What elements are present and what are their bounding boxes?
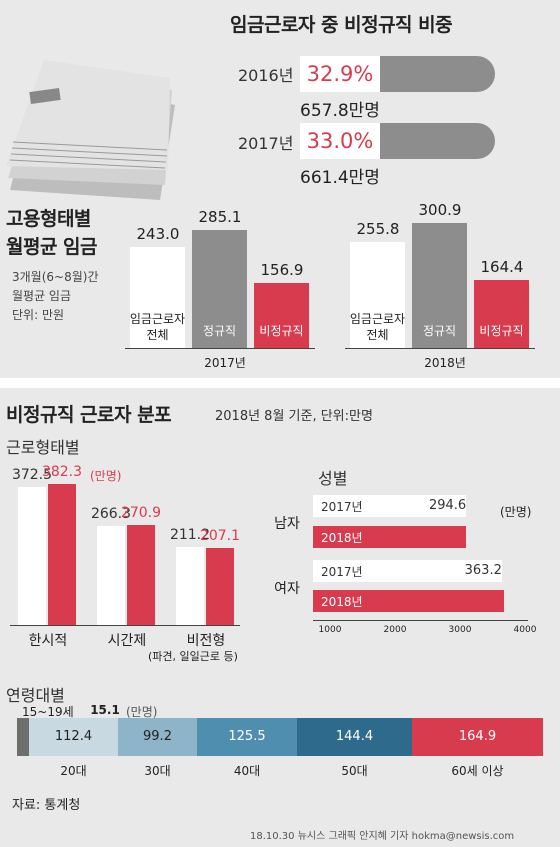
work-value: 207.1 <box>199 528 241 545</box>
bottom-panel <box>0 388 560 847</box>
age-first-value: 15.1 <box>90 703 120 717</box>
gender-series-label: 2018년 <box>321 531 363 545</box>
work-unit: (만명) <box>90 469 122 483</box>
work-bar <box>127 524 155 625</box>
work-value: 211.2 <box>169 526 211 543</box>
source-label: 자료: 통계청 <box>12 798 81 813</box>
gender-bar: 2018년 <box>313 526 466 548</box>
age-segment: 125.5 <box>197 718 297 756</box>
wage-bar-2018년-0 <box>350 241 405 348</box>
gender-value: 367.8 <box>467 593 505 608</box>
work-category: 한시적 <box>28 633 68 649</box>
gender-value: 363.2 <box>464 563 502 578</box>
wage-title-line2: 월평균 임금 <box>6 236 98 258</box>
gender-tick: 2000 <box>383 625 407 635</box>
work-value: 266.3 <box>90 506 132 523</box>
wage-axis <box>345 348 535 349</box>
wage-note-line2: 월평균 임금 <box>12 289 72 303</box>
age-category: 50대 <box>341 764 368 778</box>
wage-cat-all-2: 전체 <box>366 328 389 342</box>
work-value: 372.5 <box>11 467 53 484</box>
wage-year-label: 2017년 <box>204 356 246 370</box>
gender-bar: 2017년 <box>313 560 502 582</box>
share-pct-2016: 32.9% <box>300 56 380 92</box>
share-count-2017: 661.4만명 <box>300 168 380 188</box>
money-stack-illustration <box>6 60 175 200</box>
wage-bar-2018년-2 <box>474 279 529 348</box>
wage-cat-irregular: 비정규직 <box>259 324 304 338</box>
dist-subtitle: 2018년 8월 기준, 단위:만명 <box>215 409 373 424</box>
age-segment: 144.4 <box>297 718 412 756</box>
work-type-title: 근로형태별 <box>6 438 80 457</box>
wage-cat-irregular: 비정규직 <box>479 324 524 338</box>
wage-note-line3: 단위: 만원 <box>12 308 65 322</box>
work-bar <box>48 483 76 625</box>
work-category: 시간제 <box>107 633 147 649</box>
age-segment: 112.4 <box>29 718 118 756</box>
age-category: 30대 <box>144 764 171 778</box>
gender-tick: 4000 <box>513 625 537 635</box>
irregular-share-title: 임금근로자 중 비정규직 비중 <box>230 14 453 36</box>
gender-tick: 1000 <box>318 625 342 635</box>
work-bar <box>18 487 46 625</box>
gender-title: 성별 <box>318 469 348 488</box>
work-bar <box>206 548 234 625</box>
work-axis <box>10 625 240 626</box>
age-category: 60세 이상 <box>451 764 504 778</box>
gender-category: 남자 <box>274 516 300 532</box>
year-2017-label: 2017년 <box>238 134 294 153</box>
wage-bar-2017년-1 <box>192 229 247 348</box>
work-value: 382.3 <box>41 463 83 480</box>
wage-year-label: 2018년 <box>424 356 466 370</box>
gender-series-label: 2017년 <box>321 565 363 579</box>
work-value: 270.9 <box>120 504 162 521</box>
work-bar <box>176 546 204 625</box>
gender-series-label: 2017년 <box>321 500 363 514</box>
wage-note-line1: 3개월(6~8월)간 <box>12 270 99 284</box>
gender-series-label: 2018년 <box>321 595 363 609</box>
wage-cat-all-1: 임금근로자 <box>129 312 186 326</box>
work-category: 비전형 <box>186 633 226 649</box>
dist-title: 비정규직 근로자 분포 <box>6 404 172 426</box>
share-pct-2017: 33.0% <box>300 123 380 159</box>
wage-value: 164.4 <box>480 257 524 276</box>
age-title: 연령대별 <box>6 686 65 705</box>
wage-axis <box>125 348 315 349</box>
wage-value: 255.8 <box>356 219 400 238</box>
age-segment: 164.9 <box>412 718 543 756</box>
work-cat3-sub: (파견, 일일근로 등) <box>148 650 238 663</box>
gender-value: 294.6 <box>428 498 467 513</box>
age-category: 40대 <box>233 764 261 778</box>
credit-label: 18.10.30 뉴시스 그래픽 안지혜 기자 hokma@newsis.com <box>250 831 515 842</box>
gender-bar: 2018년 <box>313 590 505 612</box>
wage-value: 156.9 <box>260 260 304 279</box>
gender-category: 여자 <box>274 581 300 597</box>
age-segment: 99.2 <box>118 718 197 756</box>
gender-unit: (만명) <box>500 505 532 519</box>
wage-value: 285.1 <box>198 207 242 226</box>
age-first-label: 15~19세 <box>22 705 74 719</box>
gender-tick: 3000 <box>448 625 472 635</box>
wage-cat-regular: 정규직 <box>422 324 457 338</box>
gender-axis <box>313 620 528 621</box>
wage-cat-all-1: 임금근로자 <box>349 312 406 326</box>
age-category: 20대 <box>60 764 87 778</box>
age-segment <box>17 718 29 756</box>
work-bar <box>97 526 125 625</box>
wage-value: 243.0 <box>136 225 180 244</box>
wage-bar-2017년-2 <box>254 282 309 348</box>
gender-value: 293.6 <box>428 529 466 544</box>
wage-cat-all-2: 전체 <box>146 328 169 342</box>
wage-value: 300.9 <box>418 201 462 220</box>
wage-cat-regular: 정규직 <box>202 324 237 338</box>
year-2016-label: 2016년 <box>238 66 294 85</box>
gender-bar: 2017년 <box>313 495 467 517</box>
age-unit: (만명) <box>126 705 158 719</box>
share-count-2016: 657.8만명 <box>300 101 380 121</box>
wage-bar-2018년-1 <box>412 223 467 348</box>
section-divider <box>0 378 560 388</box>
wage-bar-2017년-0 <box>130 247 185 348</box>
wage-title-line1: 고용형태별 <box>6 208 91 230</box>
